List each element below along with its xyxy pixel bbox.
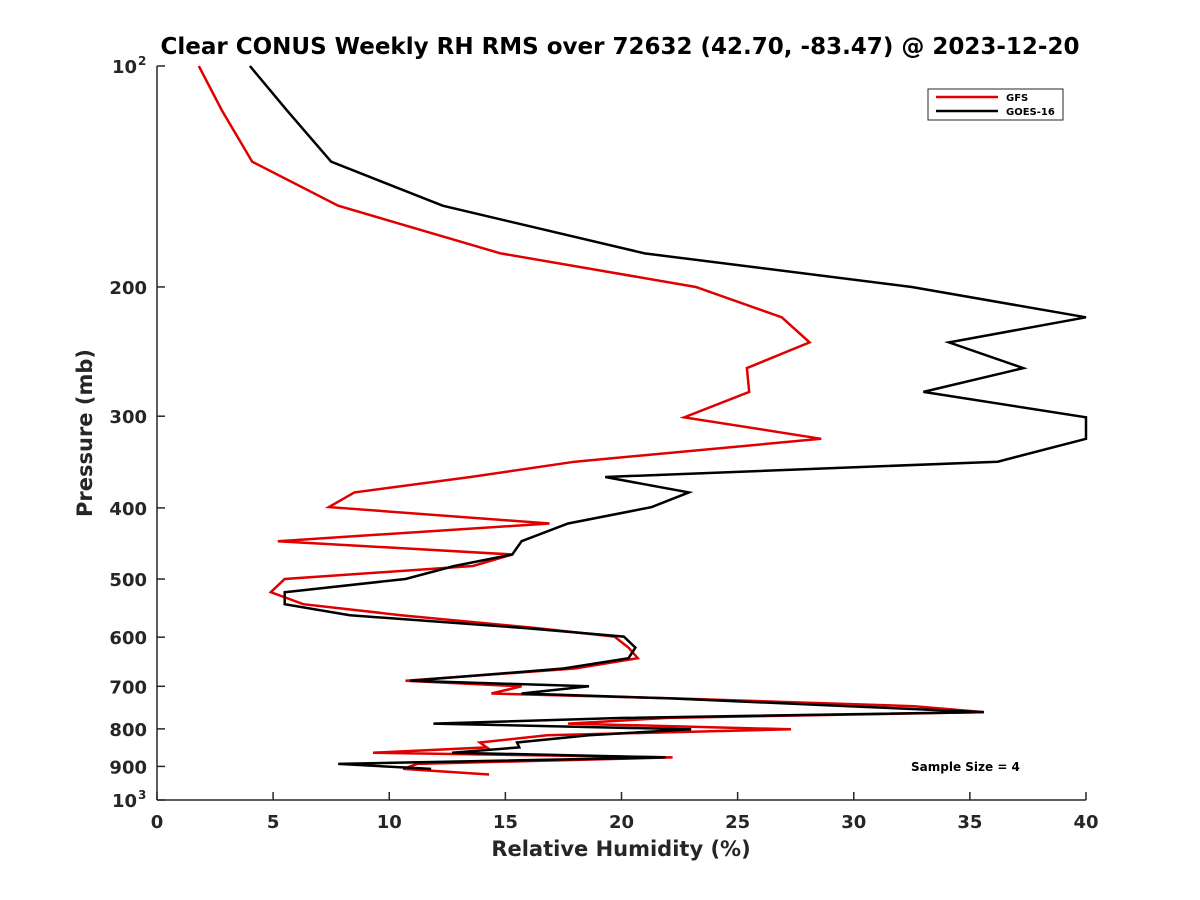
plot-background bbox=[157, 66, 1086, 800]
y-tick-label: 200 bbox=[109, 278, 147, 299]
x-tick-label: 0 bbox=[151, 812, 164, 833]
y-tick-label: 300 bbox=[109, 407, 147, 428]
y-tick-label: 700 bbox=[109, 677, 147, 698]
y-tick-label: 600 bbox=[109, 628, 147, 649]
y-tick-exponent: 3 bbox=[138, 788, 146, 802]
y-tick-label: 10 bbox=[112, 57, 137, 78]
x-tick-label: 40 bbox=[1073, 812, 1098, 833]
y-tick-exponent: 2 bbox=[138, 54, 146, 68]
y-tick-label: 400 bbox=[109, 499, 147, 520]
sample-size-annotation: Sample Size = 4 bbox=[911, 760, 1020, 774]
legend-box bbox=[927, 88, 1064, 121]
x-ticks: 0 5 10 15 20 25 30 35 40 bbox=[151, 792, 1099, 833]
x-tick-label: 5 bbox=[267, 812, 280, 833]
y-tick-label: 10 bbox=[112, 791, 137, 812]
legend-label-gfs: GFS bbox=[1006, 93, 1028, 104]
series-line-goes16 bbox=[248, 65, 1088, 771]
chart-title: Clear CONUS Weekly RH RMS over 72632 (42… bbox=[161, 34, 1080, 60]
series-layer bbox=[197, 65, 1088, 776]
plot-area bbox=[157, 66, 1086, 800]
series-line-gfs bbox=[197, 65, 984, 776]
x-tick-label: 30 bbox=[841, 812, 866, 833]
x-tick-label: 10 bbox=[377, 812, 402, 833]
legend-label-goes16: GOES-16 bbox=[1006, 107, 1055, 118]
x-tick-label: 25 bbox=[725, 812, 750, 833]
legend: GFS GOES-16 bbox=[927, 88, 1064, 121]
x-axis-label: Relative Humidity (%) bbox=[491, 837, 750, 861]
x-tick-label: 20 bbox=[609, 812, 634, 833]
x-tick-label: 15 bbox=[493, 812, 518, 833]
y-tick-label: 900 bbox=[109, 757, 147, 778]
x-tick-label: 35 bbox=[957, 812, 982, 833]
y-tick-label: 800 bbox=[109, 720, 147, 741]
y-tick-label: 500 bbox=[109, 570, 147, 591]
y-axis-label: Pressure (mb) bbox=[73, 349, 97, 517]
